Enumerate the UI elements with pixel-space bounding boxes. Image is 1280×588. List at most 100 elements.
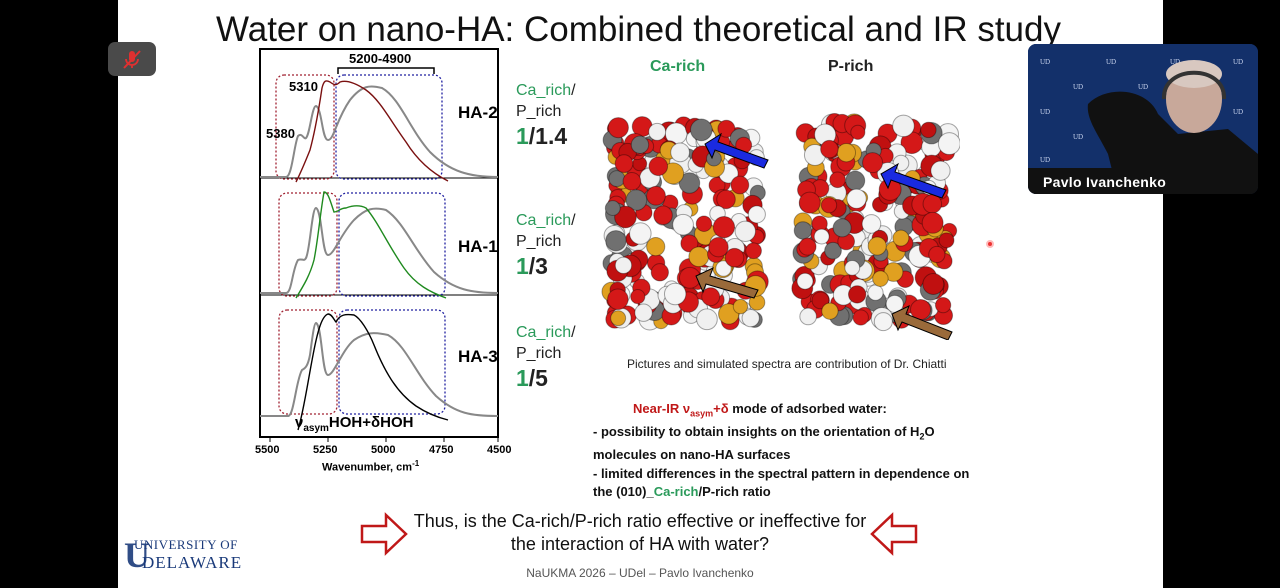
atom-sphere: [732, 298, 749, 315]
atom-sphere: [892, 114, 915, 138]
sample-label-ha-1: HA-1: [458, 237, 498, 256]
atom-sphere: [695, 215, 713, 232]
atom-sphere: [852, 309, 869, 326]
atom-sphere: [934, 296, 952, 314]
x-tick-4500: 4500: [487, 444, 512, 456]
simulated-spectra: [260, 85, 499, 417]
slide-question: Thus, is the Ca-rich/P-rich ratio effect…: [413, 511, 867, 554]
atom-sphere: [653, 205, 673, 226]
atom-sphere: [690, 118, 713, 142]
atom-sphere: [646, 237, 666, 257]
atom-sphere: [799, 307, 817, 326]
atom-sphere: [630, 135, 650, 154]
atom-sphere: [715, 260, 732, 277]
image-credit-caption: Pictures and simulated spectra are contr…: [627, 357, 947, 371]
atom-sphere: [678, 172, 701, 194]
atom-sphere: [614, 256, 633, 275]
atom-sphere: [928, 245, 946, 264]
atom-sphere: [614, 154, 634, 173]
atom-sphere: [824, 241, 842, 260]
ratio-ha-1: Ca_rich/P_rich 1/3: [516, 212, 576, 279]
atom-sphere: [717, 119, 736, 138]
range-bracket: [337, 67, 435, 74]
x-tick-5250: 5250: [313, 444, 338, 456]
atom-sphere: [921, 211, 944, 234]
svg-text:UD: UD: [1040, 156, 1050, 164]
atom-sphere: [610, 310, 627, 327]
mode-label: νasymHOH+δHOH: [295, 414, 414, 434]
mic-off-icon: [123, 50, 141, 69]
ir-spectra-plot: [259, 48, 499, 442]
atom-sphere: [922, 273, 945, 295]
blue-arrow-icon: [704, 132, 769, 169]
atom-sphere: [701, 287, 721, 307]
ratio-ha-3: Ca_rich/P_rich 1/5: [516, 324, 576, 391]
atom-sphere: [648, 156, 669, 177]
atom-sphere: [930, 160, 951, 181]
atom-sphere: [920, 121, 937, 139]
atom-sphere: [712, 215, 736, 239]
atom-sphere: [938, 232, 955, 249]
atom-sphere: [629, 222, 652, 245]
atom-sphere: [708, 236, 729, 258]
atom-sphere: [844, 259, 861, 276]
mic-muted-button[interactable]: [108, 42, 156, 76]
participant-video-tile[interactable]: UD UD UD UD UD UD UD UD UD UD Pavlo Ivanchenko: [1028, 44, 1258, 194]
x-axis-label: Wavenumber, cm-1: [322, 459, 420, 474]
atom-sphere: [625, 189, 648, 211]
atom-sphere: [862, 152, 884, 174]
peak-label-5310: 5310: [289, 79, 318, 94]
atom-sphere: [648, 122, 667, 141]
svg-text:UD: UD: [1073, 133, 1083, 141]
sample-label-ha-2: HA-2: [458, 103, 498, 122]
x-axis-ticks: [269, 437, 499, 442]
ca-rich-molecular-model: [601, 116, 769, 331]
atom-sphere: [846, 188, 867, 209]
atom-sphere: [873, 312, 893, 332]
svg-text:UD: UD: [1040, 108, 1050, 116]
laser-pointer: [986, 240, 994, 248]
atom-sphere: [867, 284, 884, 301]
atom-sphere: [821, 302, 839, 320]
atom-sphere: [832, 218, 852, 238]
svg-text:UD: UD: [1233, 58, 1243, 66]
arrow-left-icon: [870, 512, 918, 556]
p-rich-label: P-rich: [828, 58, 874, 75]
slide-footer: NaUKMA 2026 – UDel – Pavlo Ivanchenko: [526, 566, 754, 580]
atom-sphere: [650, 263, 669, 282]
atom-sphere: [820, 196, 838, 214]
spectrum-ha-1: [295, 191, 447, 299]
atom-sphere: [811, 291, 830, 310]
brown-arrow-icon: [695, 267, 759, 299]
atom-sphere: [696, 308, 718, 331]
spectrum-ha-3: [297, 313, 449, 431]
atom-sphere: [630, 289, 646, 305]
atom-sphere: [793, 221, 813, 240]
svg-text:UD: UD: [1170, 58, 1180, 66]
atom-sphere: [622, 171, 642, 191]
p-rich-molecular-model: [791, 112, 960, 332]
atom-sphere: [796, 272, 814, 290]
university-of-delaware-logo: UNIVERSITY OF DELAWARE U: [124, 535, 243, 575]
region-box-red: [275, 74, 335, 180]
x-tick-5500: 5500: [255, 444, 280, 456]
slide-notes: Near-IR νasym+δ mode of adsorbed water: …: [593, 401, 970, 500]
atom-sphere: [730, 175, 750, 195]
svg-text:UD: UD: [1138, 83, 1148, 91]
sample-label-ha-3: HA-3: [458, 347, 498, 366]
atom-sphere: [634, 303, 653, 322]
plot-frame: [259, 48, 499, 438]
atom-sphere: [798, 191, 821, 214]
atom-sphere: [937, 132, 960, 156]
range-label: 5200-4900: [349, 51, 412, 66]
atom-sphere: [850, 124, 866, 140]
atom-sphere: [605, 230, 627, 252]
atom-sphere: [672, 213, 694, 236]
atom-sphere: [861, 214, 882, 234]
atom-sphere: [892, 229, 910, 247]
atom-sphere: [646, 185, 666, 206]
atom-sphere: [607, 117, 629, 139]
atom-sphere: [670, 142, 690, 163]
svg-text:UD: UD: [1106, 58, 1116, 66]
svg-text:UD: UD: [1233, 108, 1243, 116]
